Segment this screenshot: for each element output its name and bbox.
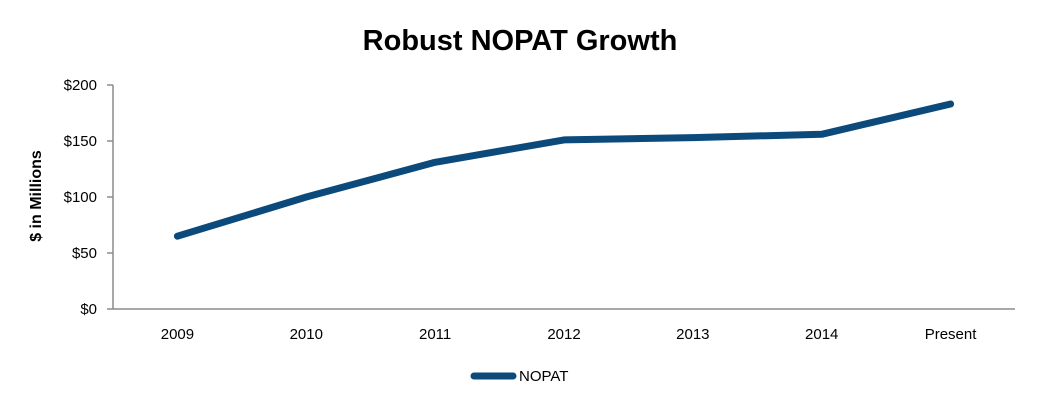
x-tick-label: Present bbox=[925, 326, 978, 343]
y-tick-label: $150 bbox=[64, 133, 97, 150]
y-axis-label: $ in Millions bbox=[28, 150, 45, 242]
x-tick-group: 2009 2010 2011 2012 2013 2014 Present bbox=[161, 326, 978, 343]
data-point bbox=[303, 194, 310, 200]
x-tick-label: 2012 bbox=[547, 326, 580, 343]
data-point bbox=[818, 131, 825, 138]
data-point bbox=[174, 233, 181, 240]
y-tick-label: $50 bbox=[72, 245, 97, 262]
legend-label-nopat: NOPAT bbox=[519, 368, 568, 385]
y-tick-label: $100 bbox=[64, 189, 97, 206]
x-tick-label: 2011 bbox=[419, 326, 451, 343]
y-tick-label: $0 bbox=[80, 301, 97, 318]
legend: NOPAT bbox=[470, 368, 568, 385]
y-tick-label: $200 bbox=[64, 77, 97, 94]
x-tick-label: 2013 bbox=[676, 326, 709, 343]
data-point bbox=[432, 159, 439, 166]
data-point bbox=[689, 134, 696, 141]
series-group bbox=[173, 100, 955, 240]
data-point bbox=[947, 101, 954, 108]
series-line-nopat bbox=[173, 100, 955, 240]
chart-title: Robust NOPAT Growth bbox=[363, 25, 678, 57]
x-tick-label: 2014 bbox=[805, 326, 838, 343]
x-tick-label: 2010 bbox=[290, 326, 323, 343]
data-point bbox=[561, 136, 567, 143]
x-tick-label: 2009 bbox=[161, 326, 194, 343]
y-tick-group: $0 $50 $100 $150 $200 bbox=[64, 77, 113, 318]
